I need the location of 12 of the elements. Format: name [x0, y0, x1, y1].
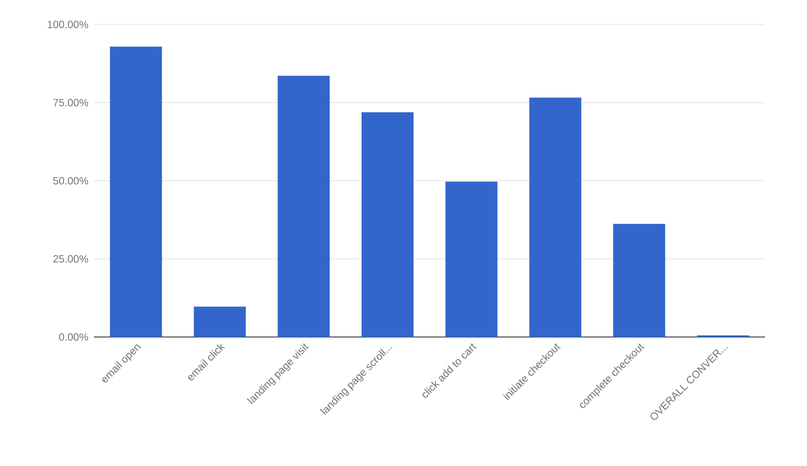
bar — [278, 76, 330, 337]
y-tick-label: 75.00% — [53, 98, 88, 106]
y-tick-label: 100.00% — [48, 20, 88, 28]
bar — [613, 224, 666, 337]
bar — [362, 112, 414, 337]
bar — [529, 98, 582, 337]
bar — [445, 182, 498, 337]
bar — [110, 46, 162, 337]
bar — [194, 306, 246, 337]
y-tick-label: 0.00% — [59, 333, 88, 341]
y-tick-label: 50.00% — [53, 177, 88, 184]
y-tick-label: 25.00% — [53, 255, 88, 263]
